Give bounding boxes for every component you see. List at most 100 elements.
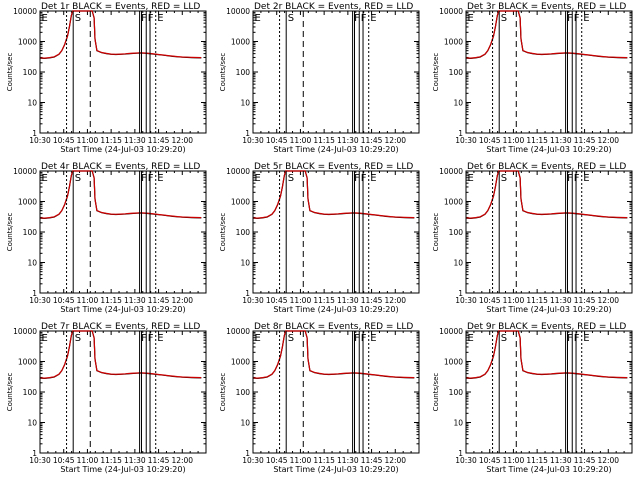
series-line-events [465, 330, 628, 380]
time-marker-label: F [574, 173, 580, 184]
x-tick-label: 10:45 [266, 296, 288, 305]
time-marker-label: S [75, 13, 81, 24]
y-tick-label: 100 [23, 68, 38, 77]
y-tick-label: 1 [245, 449, 250, 458]
series-line-events [252, 170, 415, 220]
time-marker-label: F [354, 13, 360, 24]
time-marker-label: S [75, 333, 81, 344]
x-tick-label: 12:00 [384, 296, 406, 305]
y-tick-label: 1000 [231, 198, 250, 207]
x-tick-label: 12:00 [384, 456, 406, 465]
y-axis-label: Counts/sec [219, 373, 227, 412]
x-axis-label: Start Time (24-Jul-03 10:29:20) [60, 145, 185, 154]
y-tick-label: 1 [458, 289, 463, 298]
x-tick-label: 11:15 [313, 296, 335, 305]
time-marker-label: E [42, 333, 48, 344]
x-tick-label: 11:00 [503, 136, 525, 145]
plot-frame [465, 330, 633, 454]
x-tick-label: 10:45 [266, 136, 288, 145]
series-line-events [252, 330, 415, 380]
x-axis-label: Start Time (24-Jul-03 10:29:20) [486, 145, 611, 154]
time-marker-label: E [370, 173, 376, 184]
x-tick-label: 11:30 [337, 296, 359, 305]
panel-8: Det 8r BLACK = Events, RED = LLD 10:30 10:… [219, 322, 420, 474]
x-tick-label: 11:45 [574, 136, 596, 145]
x-tick-label: 11:15 [100, 456, 122, 465]
time-marker-label: E [255, 173, 261, 184]
panel-1: Det 1r BLACK = Events, RED = LLD 10:30 10:… [6, 2, 207, 154]
x-tick-label: 10:45 [479, 456, 501, 465]
time-marker-label: F [354, 173, 360, 184]
x-tick-label: 11:15 [526, 456, 548, 465]
time-marker-label: F [361, 333, 367, 344]
x-axis-label: Start Time (24-Jul-03 10:29:20) [273, 465, 398, 474]
y-tick-label: 1 [32, 289, 37, 298]
y-tick-label: 10000 [439, 7, 463, 16]
chart-title: Det 6r BLACK = Events, RED = LLD [467, 162, 626, 172]
time-marker-label: E [583, 333, 589, 344]
panel-6: Det 6r BLACK = Events, RED = LLD 10:30 10:… [432, 162, 633, 314]
plot-frame [39, 170, 207, 294]
series-line-lld [252, 170, 415, 219]
x-tick-label: 11:15 [100, 136, 122, 145]
x-tick-label: 10:45 [479, 136, 501, 145]
chart-title: Det 8r BLACK = Events, RED = LLD [254, 322, 413, 332]
time-marker-label: E [255, 333, 261, 344]
x-tick-label: 10:45 [479, 296, 501, 305]
y-tick-label: 1000 [444, 198, 463, 207]
time-marker-label: E [157, 13, 163, 24]
x-tick-label: 11:30 [337, 136, 359, 145]
x-tick-label: 11:45 [361, 456, 383, 465]
x-tick-label: 12:00 [171, 296, 193, 305]
x-tick-label: 11:00 [290, 456, 312, 465]
x-tick-label: 10:30 [242, 136, 264, 145]
time-marker-label: E [468, 333, 474, 344]
series-line-lld [465, 10, 628, 59]
time-marker-label: S [501, 173, 507, 184]
x-tick-label: 10:45 [53, 136, 75, 145]
series-line-lld [39, 10, 202, 59]
x-tick-label: 11:30 [550, 296, 572, 305]
plot-frame [39, 330, 207, 454]
y-tick-label: 100 [236, 68, 251, 77]
plot-frame [465, 170, 633, 294]
x-tick-label: 11:30 [337, 456, 359, 465]
x-axis-label: Start Time (24-Jul-03 10:29:20) [486, 305, 611, 314]
plot-frame [465, 10, 633, 134]
x-axis-label: Start Time (24-Jul-03 10:29:20) [273, 145, 398, 154]
y-tick-label: 10000 [13, 7, 37, 16]
plot-frame [252, 330, 420, 454]
x-tick-label: 11:00 [290, 296, 312, 305]
y-tick-label: 10 [240, 99, 250, 108]
time-marker-label: F [361, 173, 367, 184]
time-marker-label: F [567, 13, 573, 24]
x-tick-label: 12:00 [171, 136, 193, 145]
panel-5: Det 5r BLACK = Events, RED = LLD 10:30 10:… [219, 162, 420, 314]
time-marker-label: E [468, 13, 474, 24]
x-tick-label: 11:15 [100, 296, 122, 305]
y-tick-label: 10 [240, 259, 250, 268]
y-tick-label: 10 [27, 419, 37, 428]
x-tick-label: 10:30 [242, 296, 264, 305]
y-axis-label: Counts/sec [432, 53, 440, 92]
time-marker-label: F [141, 333, 147, 344]
time-marker-label: E [583, 13, 589, 24]
series-line-events [39, 10, 202, 60]
chart-title: Det 5r BLACK = Events, RED = LLD [254, 162, 413, 172]
time-marker-label: E [468, 173, 474, 184]
time-marker-label: F [574, 13, 580, 24]
y-tick-label: 10 [453, 419, 463, 428]
chart-title: Det 7r BLACK = Events, RED = LLD [41, 322, 200, 332]
panel-3: Det 3r BLACK = Events, RED = LLD 10:30 10:… [432, 2, 633, 154]
x-tick-label: 10:45 [53, 456, 75, 465]
y-axis-label: Counts/sec [6, 213, 14, 252]
chart-title: Det 3r BLACK = Events, RED = LLD [467, 2, 626, 12]
series-line-events [39, 170, 202, 220]
x-tick-label: 11:30 [550, 456, 572, 465]
time-marker-label: S [288, 13, 294, 24]
x-tick-label: 11:30 [124, 136, 146, 145]
time-marker-label: F [141, 13, 147, 24]
time-marker-label: E [157, 173, 163, 184]
x-tick-label: 12:00 [171, 456, 193, 465]
